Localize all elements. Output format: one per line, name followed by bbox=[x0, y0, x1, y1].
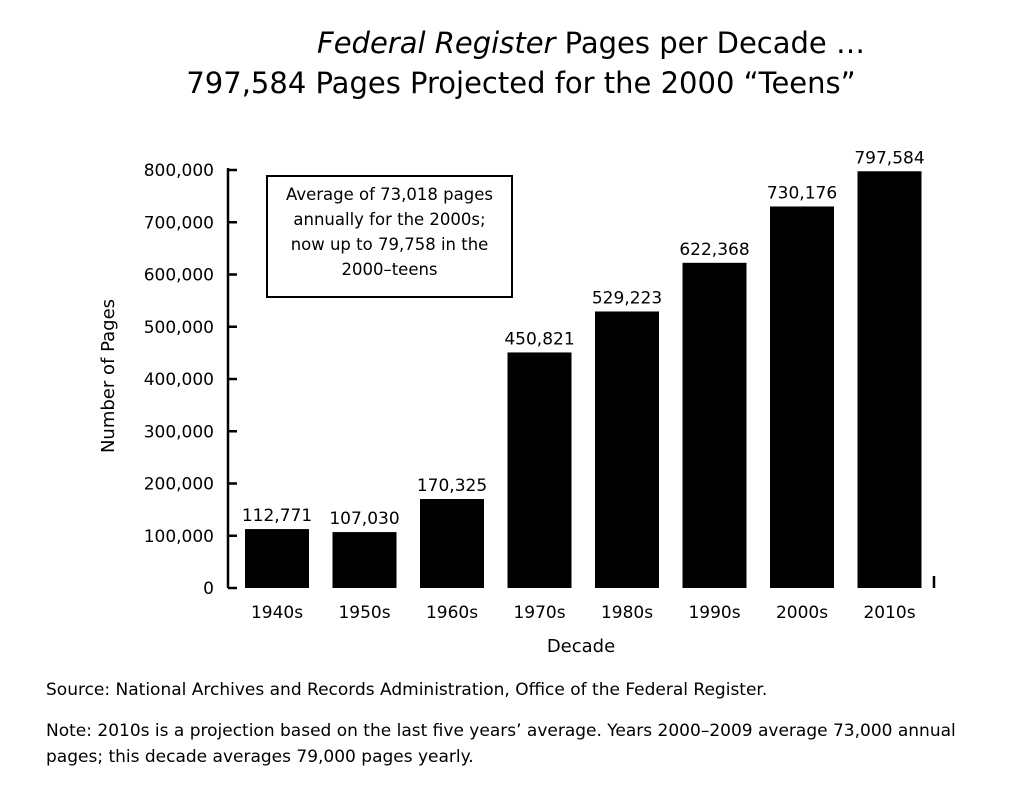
data-label: 170,325 bbox=[417, 476, 487, 496]
bar-chart: 0 100,000 200,000 300,000 400,000 500,000 600,… bbox=[98, 148, 936, 657]
bar bbox=[420, 499, 484, 588]
y-tick-label: 0 bbox=[203, 579, 214, 599]
data-label: 622,368 bbox=[679, 240, 749, 260]
source-note: Source: National Archives and Records Ad… bbox=[46, 680, 768, 700]
data-label: 450,821 bbox=[504, 329, 574, 349]
y-tick-label: 800,000 bbox=[144, 161, 214, 181]
x-tick-label: 1960s bbox=[426, 603, 478, 623]
y-tick-label: 700,000 bbox=[144, 213, 214, 233]
y-tick-label: 500,000 bbox=[144, 318, 214, 338]
chart-title-line2: 797,584 Pages Projected for the 2000 “Te… bbox=[186, 66, 856, 100]
bar bbox=[770, 206, 834, 589]
footnote: Note: 2010s is a projection based on the… bbox=[46, 721, 956, 767]
y-tick-label: 300,000 bbox=[144, 422, 214, 442]
bar bbox=[332, 532, 397, 588]
bar bbox=[507, 352, 572, 588]
y-axis-title: Number of Pages bbox=[98, 299, 119, 453]
title-rest: Pages per Decade … bbox=[555, 26, 865, 60]
y-tick-label: 600,000 bbox=[144, 266, 214, 286]
bar bbox=[682, 262, 747, 588]
data-label: 529,223 bbox=[592, 288, 662, 308]
y-tick-label: 200,000 bbox=[144, 475, 214, 495]
annotation-line: Average of 73,018 pages bbox=[286, 185, 493, 204]
annotation-line: now up to 79,758 in the bbox=[291, 235, 489, 254]
x-tick-label: 1940s bbox=[251, 603, 303, 623]
annotation-box bbox=[266, 175, 513, 298]
annotation-line: 2000–teens bbox=[341, 260, 437, 279]
annotation-line: annually for the 2000s; bbox=[293, 210, 485, 229]
x-tick-label: 1990s bbox=[688, 603, 740, 623]
title-italic: Federal Register bbox=[317, 26, 556, 60]
x-tick-label: 1950s bbox=[338, 603, 390, 623]
bar bbox=[595, 311, 659, 588]
y-tick-label: 100,000 bbox=[144, 527, 214, 547]
bar bbox=[857, 171, 922, 588]
y-tick-label: 400,000 bbox=[144, 370, 214, 390]
x-tick-label: 2010s bbox=[863, 603, 915, 623]
data-label: 730,176 bbox=[767, 183, 837, 203]
chart-title-line1: Federal Register Pages per Decade … bbox=[0, 26, 1012, 60]
x-axis-title: Decade bbox=[547, 636, 615, 657]
x-tick-label: 1980s bbox=[601, 603, 653, 623]
data-label: 107,030 bbox=[329, 509, 399, 529]
data-label: 797,584 bbox=[854, 148, 924, 168]
data-label: 112,771 bbox=[242, 506, 312, 526]
bar bbox=[245, 529, 309, 588]
x-tick-label: 1970s bbox=[513, 603, 565, 623]
x-tick-label: 2000s bbox=[776, 603, 828, 623]
